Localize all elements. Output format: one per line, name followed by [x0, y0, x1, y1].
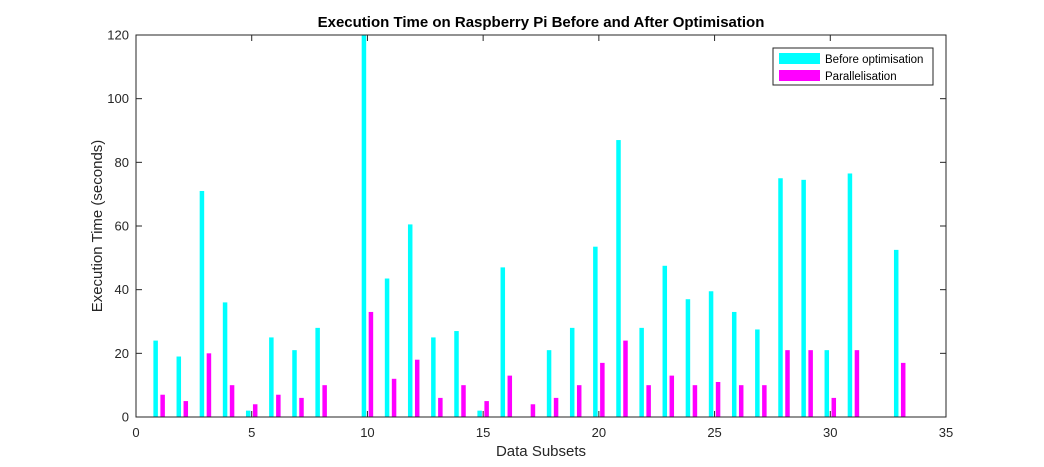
bar-parallel-4 — [229, 385, 235, 417]
bar-before-27 — [755, 329, 760, 417]
x-axis-label: Data Subsets — [496, 443, 586, 460]
bar-before-20 — [593, 246, 598, 417]
bar-before-24 — [685, 299, 691, 417]
bar-before-15 — [477, 410, 482, 417]
legend: Before optimisation Parallelisation — [772, 47, 934, 86]
bar-parallel-26 — [738, 385, 744, 417]
y-tick-label: 100 — [107, 91, 129, 106]
x-tick-label: 20 — [592, 425, 606, 440]
bar-parallel-6 — [276, 394, 281, 417]
bar-parallel-10 — [368, 311, 374, 417]
x-tick-label: 10 — [360, 425, 374, 440]
bar-parallel-28 — [785, 350, 790, 417]
y-tick-label: 0 — [122, 410, 129, 425]
legend-label-before: Before optimisation — [825, 54, 923, 66]
bar-before-8 — [315, 327, 320, 417]
bar-parallel-15 — [484, 401, 489, 417]
bar-parallel-17 — [530, 404, 536, 417]
bar-before-25 — [708, 291, 714, 417]
bar-before-26 — [731, 311, 737, 417]
y-tick-label: 20 — [115, 346, 129, 361]
x-tick-label: 35 — [939, 425, 953, 440]
bar-parallel-24 — [692, 385, 698, 417]
bar-parallel-27 — [762, 385, 767, 417]
bar-parallel-11 — [391, 378, 397, 417]
bar-before-6 — [269, 337, 274, 417]
x-tick-label: 5 — [248, 425, 255, 440]
bar-before-31 — [847, 173, 853, 417]
bar-parallel-20 — [600, 362, 605, 417]
bar-before-19 — [569, 327, 575, 417]
bar-before-29 — [801, 179, 806, 417]
bar-before-4 — [222, 302, 228, 417]
y-axis-label: Execution Time (seconds) — [89, 140, 106, 313]
bar-before-33 — [893, 249, 899, 418]
bar-parallel-31 — [854, 350, 860, 417]
bar-before-23 — [662, 265, 668, 417]
bar-parallel-12 — [414, 359, 420, 417]
bar-before-21 — [616, 140, 621, 418]
bar-before-7 — [292, 350, 297, 417]
x-tick-label: 0 — [132, 425, 139, 440]
bar-before-22 — [639, 327, 644, 417]
bar-before-14 — [454, 331, 459, 417]
x-tick-label: 15 — [476, 425, 490, 440]
bar-before-2 — [176, 356, 182, 417]
bar-before-5 — [245, 410, 251, 417]
y-tick-label: 80 — [115, 155, 129, 170]
bar-parallel-5 — [252, 404, 258, 417]
legend-swatch-before — [779, 53, 820, 64]
bar-parallel-33 — [900, 362, 906, 417]
plot-area — [136, 35, 946, 417]
legend-swatch-parallel — [779, 70, 820, 81]
bar-parallel-8 — [322, 385, 327, 417]
bar-before-28 — [778, 178, 783, 417]
y-tick-label: 60 — [115, 219, 129, 234]
y-tick-label: 40 — [115, 282, 129, 297]
bar-parallel-19 — [576, 385, 582, 417]
x-tick-label: 30 — [823, 425, 837, 440]
bar-before-11 — [384, 278, 390, 417]
bar-before-1 — [153, 340, 158, 417]
bar-parallel-14 — [461, 385, 466, 417]
x-tick-label: 25 — [707, 425, 721, 440]
bar-before-13 — [431, 337, 436, 417]
bar-parallel-25 — [715, 381, 721, 417]
bar-parallel-7 — [299, 397, 304, 417]
legend-label-parallel: Parallelisation — [825, 71, 897, 83]
bar-before-30 — [824, 350, 830, 417]
bar-before-16 — [500, 267, 506, 417]
bar-parallel-23 — [669, 375, 675, 417]
bar-before-3 — [199, 190, 205, 417]
bar-parallel-3 — [206, 353, 212, 417]
bar-before-18 — [546, 350, 552, 417]
bar-parallel-13 — [438, 397, 443, 417]
bars-group — [153, 35, 906, 418]
bar-parallel-22 — [646, 385, 651, 417]
bar-before-10 — [361, 35, 367, 417]
bar-parallel-18 — [553, 397, 559, 417]
bar-parallel-16 — [507, 375, 513, 417]
bar-parallel-1 — [160, 394, 165, 417]
y-tick-label: 120 — [107, 28, 129, 43]
bar-parallel-2 — [183, 401, 189, 417]
chart-title: Execution Time on Raspberry Pi Before an… — [318, 14, 765, 31]
bar-parallel-21 — [623, 340, 628, 417]
bar-parallel-29 — [808, 350, 813, 417]
ticks-group: 0 5 10 15 20 25 30 35 0 20 40 60 80 100 120 — [107, 28, 953, 441]
bar-parallel-30 — [831, 397, 837, 417]
bar-before-12 — [407, 224, 413, 417]
